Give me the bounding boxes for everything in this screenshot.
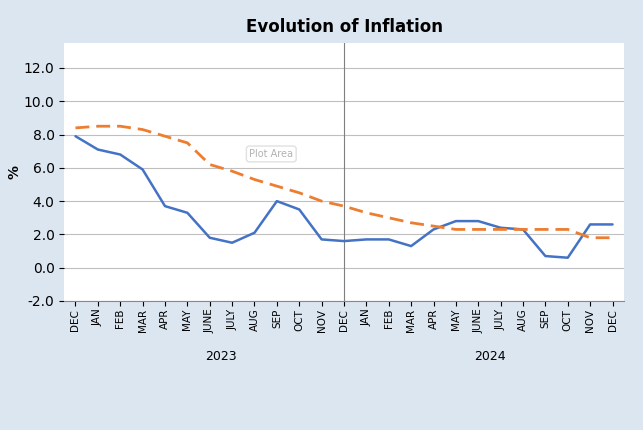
Text: 2024: 2024 [474, 350, 505, 363]
Y-axis label: %: % [7, 165, 21, 179]
Title: Evolution of Inflation: Evolution of Inflation [246, 18, 442, 36]
Text: Plot Area: Plot Area [249, 149, 293, 159]
Text: 2023: 2023 [205, 350, 237, 363]
